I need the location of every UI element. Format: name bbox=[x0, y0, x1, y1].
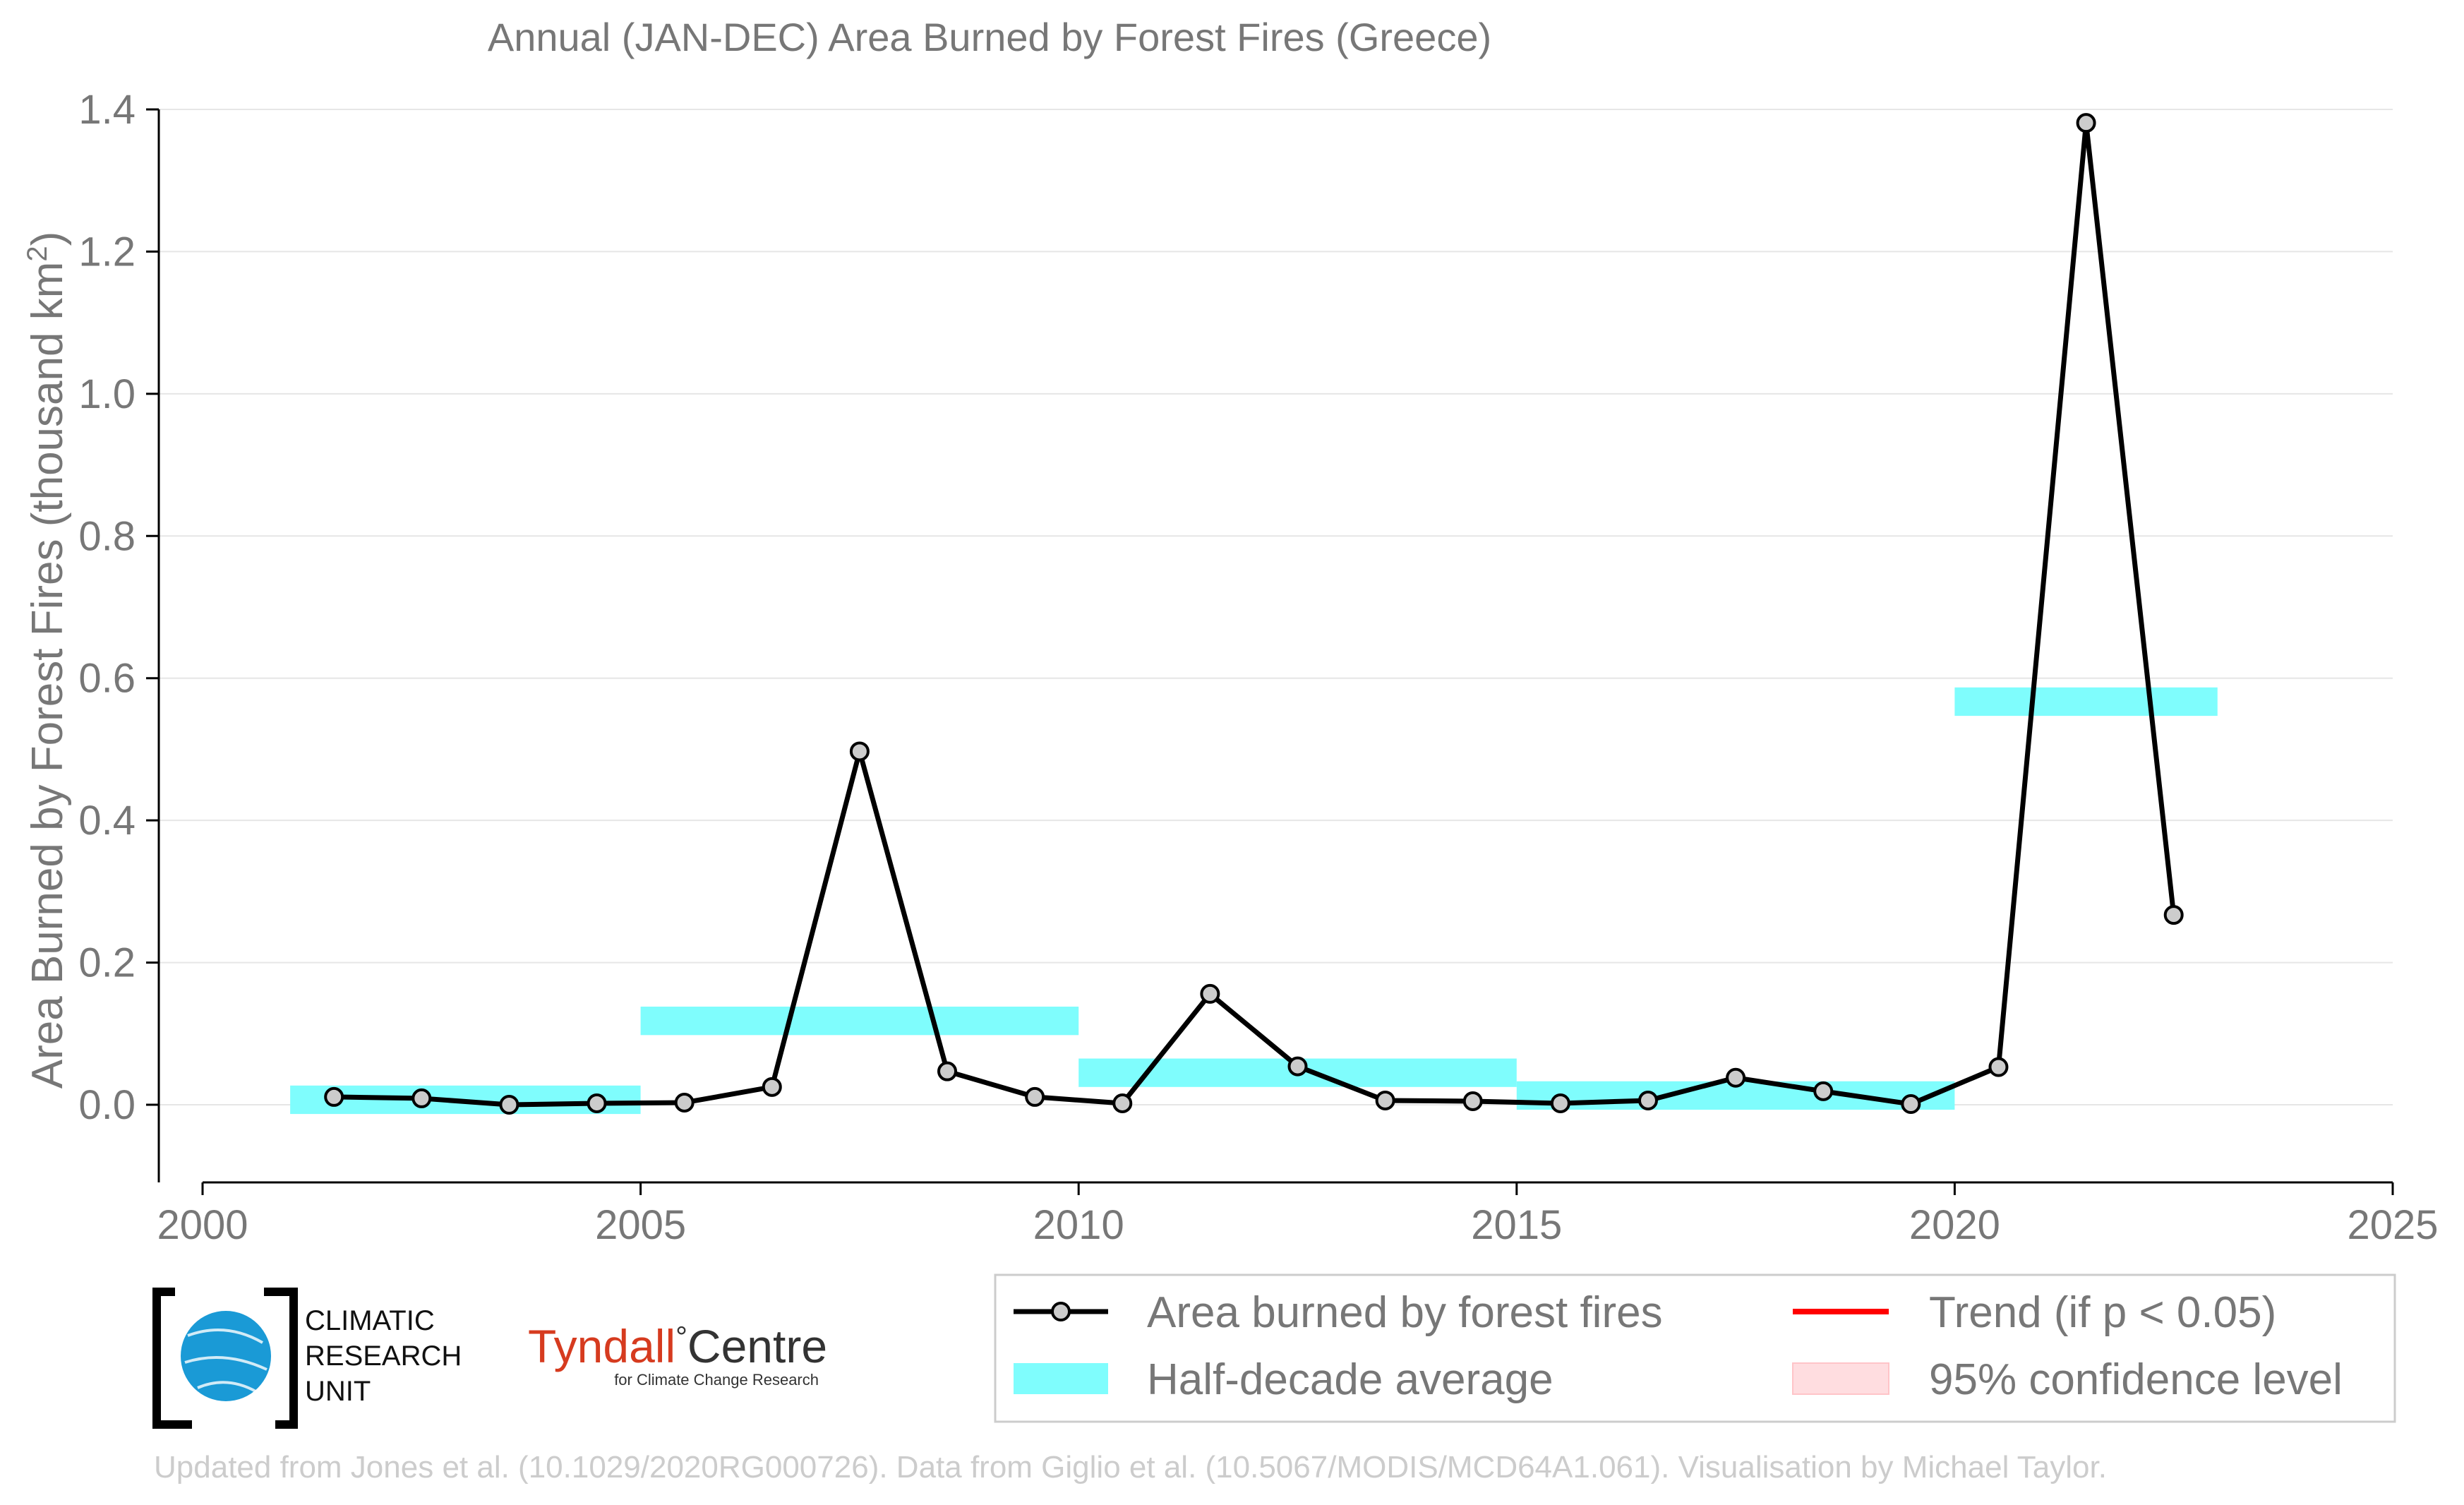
tyndall-logo: Tyndall°Centre for Climate Change Resear… bbox=[528, 1320, 827, 1389]
area-burned-point-21 bbox=[2163, 905, 2184, 925]
cru-globe-contours bbox=[184, 1329, 268, 1393]
x-tick-label-1: 2005 bbox=[595, 1202, 686, 1248]
x-tick-label-5: 2025 bbox=[2347, 1202, 2438, 1248]
area-burned-point-18 bbox=[1901, 1093, 1921, 1114]
area-burned-point-7 bbox=[937, 1061, 958, 1081]
cru-logo-line3: UNIT bbox=[305, 1376, 371, 1407]
y-ticks: 0.0 0.2 0.4 0.6 0.8 1.0 1.2 1.4 bbox=[78, 87, 159, 1128]
half-decade-bands bbox=[290, 687, 2218, 1115]
legend-half-decade-patch bbox=[1014, 1363, 1108, 1394]
area-burned-point-20 bbox=[2076, 113, 2096, 133]
area-burned-point-10 bbox=[1200, 983, 1220, 1004]
area-burned-line bbox=[334, 120, 2177, 1108]
area-burned-point-6 bbox=[849, 741, 870, 762]
area-burned-point-2 bbox=[499, 1095, 519, 1115]
y-tick-label-6: 1.2 bbox=[78, 229, 136, 275]
area-burned-point-16 bbox=[1726, 1067, 1746, 1088]
cru-logo-bracket-left bbox=[152, 1288, 192, 1429]
area-burned-point-5 bbox=[762, 1077, 782, 1097]
legend: Area burned by forest fires Trend (if p … bbox=[994, 1273, 2396, 1423]
area-burned-point-4 bbox=[674, 1092, 695, 1113]
legend-label-area-burned: Area burned by forest fires bbox=[1147, 1288, 1663, 1337]
legend-label-confidence: 95% confidence level bbox=[1929, 1355, 2343, 1404]
cru-logo-bracket-right bbox=[264, 1288, 298, 1429]
area-burned-point-19 bbox=[1988, 1057, 2009, 1077]
y-axis-label-sup: 2 bbox=[22, 246, 53, 261]
y-tick-label-3: 0.6 bbox=[78, 656, 136, 702]
y-tick-label-4: 0.8 bbox=[78, 513, 136, 559]
legend-marker-symbol bbox=[1051, 1302, 1071, 1321]
half-decade-band-4 bbox=[1954, 687, 2218, 716]
area-burned-point-15 bbox=[1637, 1090, 1658, 1110]
area-burned-point-14 bbox=[1550, 1093, 1570, 1113]
y-axis-label-main: Area Burned by Forest Fires (thousand km bbox=[23, 262, 72, 1089]
area-burned-point-9 bbox=[1112, 1093, 1133, 1113]
area-burned-point-1 bbox=[411, 1088, 432, 1108]
area-burned-point-3 bbox=[587, 1093, 607, 1113]
gridlines bbox=[159, 109, 2393, 1105]
y-tick-label-2: 0.4 bbox=[78, 798, 136, 844]
y-tick-label-1: 0.2 bbox=[78, 940, 136, 986]
y-axis-label-close: ) bbox=[23, 232, 72, 246]
axes bbox=[157, 109, 2393, 1184]
tyndall-centre: Centre bbox=[687, 1320, 827, 1372]
y-tick-label-0: 0.0 bbox=[78, 1082, 136, 1128]
cru-globe-icon bbox=[181, 1311, 271, 1401]
tyndall-subtitle: for Climate Change Research bbox=[614, 1371, 819, 1389]
cru-logo-line2: RESEARCH bbox=[305, 1341, 462, 1372]
y-axis-label: Area Burned by Forest Fires (thousand km… bbox=[22, 232, 72, 1089]
series-layer bbox=[324, 113, 2184, 1115]
area-burned-point-13 bbox=[1462, 1091, 1483, 1111]
chart-title: Annual (JAN-DEC) Area Burned by Forest F… bbox=[488, 15, 1491, 59]
area-burned-point-17 bbox=[1813, 1081, 1834, 1101]
half-decade-band-1 bbox=[640, 1007, 1079, 1036]
x-ticks: 2000 2005 2010 2015 2020 2025 bbox=[157, 1182, 2439, 1248]
x-tick-label-4: 2020 bbox=[1909, 1202, 2000, 1248]
legend-label-trend: Trend (if p < 0.05) bbox=[1929, 1288, 2276, 1337]
x-tick-label-2: 2010 bbox=[1033, 1202, 1124, 1248]
x-tick-label-3: 2015 bbox=[1471, 1202, 1562, 1248]
area-burned-point-8 bbox=[1025, 1086, 1045, 1107]
y-tick-label-7: 1.4 bbox=[78, 87, 136, 133]
cru-logo: CLIMATIC RESEARCH UNIT bbox=[152, 1288, 462, 1429]
legend-confidence-patch bbox=[1792, 1362, 1889, 1395]
y-tick-label-5: 1.0 bbox=[78, 371, 136, 417]
area-burned-point-11 bbox=[1287, 1056, 1308, 1077]
legend-label-half-decade: Half-decade average bbox=[1147, 1355, 1553, 1404]
tyndall-degree: ° bbox=[675, 1320, 687, 1353]
legend-box bbox=[994, 1273, 2396, 1423]
area-burned-point-0 bbox=[324, 1086, 344, 1107]
x-tick-label-0: 2000 bbox=[157, 1202, 248, 1248]
area-burned-point-12 bbox=[1375, 1090, 1395, 1110]
tyndall-name: Tyndall bbox=[528, 1320, 675, 1372]
cru-logo-line1: CLIMATIC bbox=[305, 1305, 435, 1336]
tyndall-wordmark: Tyndall°Centre bbox=[528, 1320, 827, 1372]
credit-text: Updated from Jones et al. (10.1029/2020R… bbox=[154, 1450, 2107, 1485]
